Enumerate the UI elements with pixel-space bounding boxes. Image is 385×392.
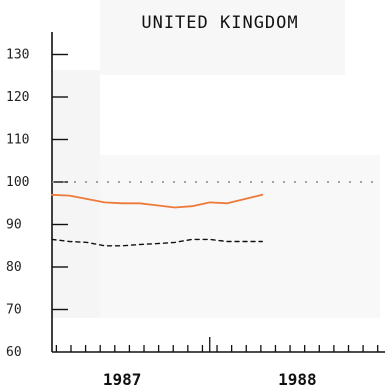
background-panel (100, 155, 380, 318)
y-tick-label: 130 (6, 48, 29, 63)
series-line-1 (51, 193, 264, 209)
y-tick-label: 70 (6, 303, 22, 318)
y-tick-label: 100 (6, 175, 29, 190)
y-tick-label: 80 (6, 260, 22, 275)
background-panel (52, 70, 100, 318)
y-tick-label: 90 (6, 218, 22, 233)
y-tick-label: 60 (6, 345, 22, 360)
x-tick-label: 1988 (278, 370, 317, 389)
plot-area: 60 70 80 90 100 110 120 130 1987 1988 (6, 32, 385, 389)
background-panel (100, 0, 345, 75)
x-tick-label: 1987 (103, 370, 142, 389)
chart-title: UNITED KINGDOM (141, 13, 298, 33)
y-tick-label: 110 (6, 133, 29, 148)
y-tick-label: 120 (6, 90, 29, 105)
series-line-2 (51, 238, 263, 247)
